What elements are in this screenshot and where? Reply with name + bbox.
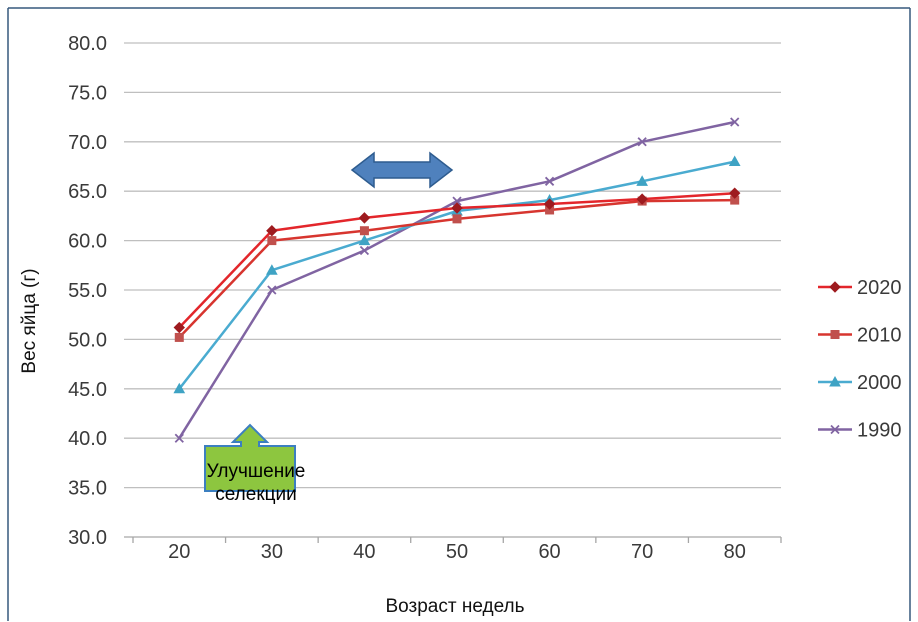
data-point-1990 xyxy=(637,137,647,147)
data-point-2000 xyxy=(173,382,186,394)
x-axis-ticks: 20 30 40 50 60 70 80 xyxy=(132,537,782,563)
annotation-text-line-1: Улучшение xyxy=(207,461,306,482)
data-point-1990-stroke xyxy=(174,433,184,443)
y-tick-label: 60.0 xyxy=(68,231,107,253)
data-point-2020 xyxy=(543,198,556,210)
y-tick-label: 35.0 xyxy=(68,478,107,500)
data-point-1990-stroke xyxy=(267,285,277,295)
data-point-1990-stroke xyxy=(452,196,462,206)
data-point-2000 xyxy=(728,155,741,167)
y-tick-label: 75.0 xyxy=(68,82,107,104)
chart-frame xyxy=(7,7,911,621)
data-point-2000 xyxy=(636,175,648,186)
y-tick-label: 40.0 xyxy=(68,428,107,450)
series-2010 xyxy=(174,195,740,342)
data-point-2020 xyxy=(173,321,185,334)
x-tick-label: 50 xyxy=(446,541,468,563)
x-tick-label: 40 xyxy=(353,541,375,563)
legend-label: 2000 xyxy=(857,372,902,394)
y-tick-label: 50.0 xyxy=(68,329,107,351)
data-point-2010 xyxy=(359,226,369,236)
double-arrow-icon xyxy=(350,151,454,189)
y-axis-title: Вес яйца (г) xyxy=(19,268,40,373)
data-point-1990 xyxy=(452,196,462,206)
data-point-2010 xyxy=(267,236,277,246)
legend-marker xyxy=(829,281,841,293)
series-2000 xyxy=(173,155,741,394)
data-point-2000 xyxy=(266,264,278,275)
data-point-1990 xyxy=(359,245,370,256)
y-tick-label: 70.0 xyxy=(68,132,107,154)
legend-marker xyxy=(830,424,840,435)
data-point-2020 xyxy=(451,202,463,214)
data-point-1990 xyxy=(544,176,555,186)
data-point-1990-stroke xyxy=(544,176,555,186)
data-point-1990 xyxy=(267,285,277,295)
legend-item-2000: 2000 xyxy=(818,372,902,394)
x-tick-label: 60 xyxy=(538,541,560,563)
gridlines xyxy=(124,42,781,538)
y-axis-ticks: 80.0 75.0 70.0 65.0 60.0 55.0 50.0 45.0 40.0 35.0… xyxy=(68,33,107,549)
series-lines xyxy=(173,117,741,443)
up-arrow-callout-icon xyxy=(204,423,296,492)
data-point-2020 xyxy=(636,193,648,205)
legend: 2020 2010 2000 1990 xyxy=(818,277,902,442)
legend-label: 2010 xyxy=(857,325,902,347)
x-tick-label: 80 xyxy=(724,541,746,563)
y-tick-label: 30.0 xyxy=(68,527,107,549)
data-point-2010 xyxy=(452,214,462,224)
data-point-1990-stroke xyxy=(637,137,647,147)
data-point-1990-stroke xyxy=(730,117,740,127)
x-tick-label: 70 xyxy=(631,541,653,563)
data-point-2020 xyxy=(729,187,741,199)
data-point-2020 xyxy=(358,212,371,224)
legend-label: 1990 xyxy=(857,420,902,442)
annotation-text-line-2: селекции xyxy=(215,484,297,505)
legend-item-2020: 2020 xyxy=(818,277,902,299)
legend-label: 2020 xyxy=(857,277,902,299)
series-line-2000 xyxy=(178,160,735,390)
legend-marker-stroke xyxy=(830,424,840,435)
data-point-2020 xyxy=(266,225,278,237)
data-point-1990 xyxy=(730,117,740,127)
x-axis-title: Возраст недель xyxy=(385,596,524,617)
y-tick-label: 45.0 xyxy=(68,379,107,401)
data-point-2010 xyxy=(174,332,184,342)
data-point-1990 xyxy=(174,433,184,443)
series-2020 xyxy=(173,187,741,334)
x-tick-label: 20 xyxy=(168,541,190,563)
legend-item-2010: 2010 xyxy=(818,325,902,347)
legend-marker xyxy=(829,375,841,387)
data-point-1990-stroke xyxy=(359,245,370,256)
y-tick-label: 65.0 xyxy=(68,181,107,203)
legend-marker xyxy=(830,330,840,339)
data-point-2000 xyxy=(358,234,371,246)
y-tick-label: 80.0 xyxy=(68,33,107,55)
x-tick-label: 30 xyxy=(261,541,283,563)
series-1990 xyxy=(174,117,740,443)
y-tick-label: 55.0 xyxy=(68,280,107,302)
legend-item-1990: 1990 xyxy=(818,420,902,442)
